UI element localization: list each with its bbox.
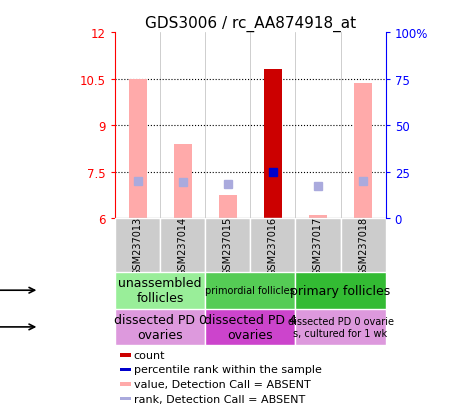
Text: count: count (134, 350, 166, 360)
Bar (120, 353, 131, 357)
Bar (115, 218, 160, 272)
Text: primary follicles: primary follicles (290, 284, 391, 297)
Bar (120, 382, 131, 386)
Bar (129, 79, 147, 218)
Bar (250, 218, 295, 272)
Text: rank, Detection Call = ABSENT: rank, Detection Call = ABSENT (134, 394, 305, 404)
Bar (120, 368, 131, 371)
Bar (160, 218, 205, 272)
Text: primordial follicles: primordial follicles (205, 285, 295, 295)
Bar (219, 195, 237, 218)
Bar (354, 84, 372, 218)
Text: GSM237016: GSM237016 (268, 216, 278, 275)
Text: dissected PD 0 ovarie
s, cultured for 1 wk: dissected PD 0 ovarie s, cultured for 1 … (287, 316, 394, 338)
Bar (205, 272, 295, 309)
Text: GSM237015: GSM237015 (223, 216, 233, 275)
Text: GSM237017: GSM237017 (313, 216, 323, 275)
Text: unassembled
follicles: unassembled follicles (118, 277, 202, 304)
Bar (295, 272, 386, 309)
Text: GSM237014: GSM237014 (178, 216, 188, 275)
Bar (205, 309, 295, 345)
Bar (120, 397, 131, 401)
Bar (174, 144, 192, 218)
Bar (115, 272, 205, 309)
Title: GDS3006 / rc_AA874918_at: GDS3006 / rc_AA874918_at (145, 16, 356, 32)
Text: dissected PD 4
ovaries: dissected PD 4 ovaries (204, 313, 297, 341)
Bar (309, 216, 327, 218)
Bar (264, 70, 282, 218)
Text: dissected PD 0
ovaries: dissected PD 0 ovaries (114, 313, 207, 341)
Bar (341, 218, 386, 272)
Text: GSM237018: GSM237018 (358, 216, 368, 275)
Bar (295, 218, 341, 272)
Text: percentile rank within the sample: percentile rank within the sample (134, 365, 322, 375)
Bar (295, 309, 386, 345)
Text: GSM237013: GSM237013 (133, 216, 143, 275)
Text: value, Detection Call = ABSENT: value, Detection Call = ABSENT (134, 379, 311, 389)
Bar (205, 218, 250, 272)
Bar (115, 309, 205, 345)
